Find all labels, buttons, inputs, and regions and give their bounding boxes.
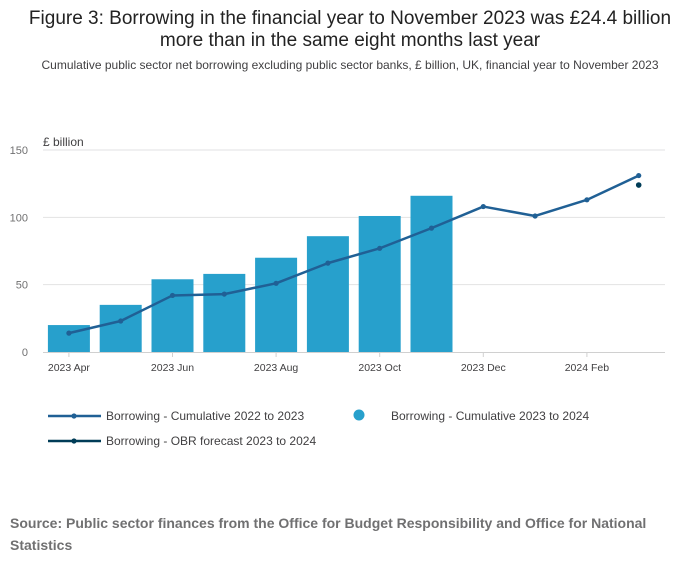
legend-item: Borrowing - OBR forecast 2023 to 2024 — [48, 434, 316, 448]
y-tick-label: 150 — [10, 145, 28, 157]
legend-label: Borrowing - Cumulative 2022 to 2023 — [106, 409, 304, 423]
borrowing-chart: 0 50 100 150 £ billion 2023 Apr 2023 Jun 2023 A… — [10, 135, 665, 448]
x-tick-label: 2023 Jun — [151, 362, 194, 374]
bar — [358, 215, 401, 352]
bar — [99, 304, 142, 352]
x-tick-label: 2023 Apr — [48, 362, 91, 374]
line-point — [480, 203, 486, 210]
x-tick-label: 2024 Feb — [565, 362, 610, 374]
bar — [410, 195, 453, 352]
bar — [151, 279, 194, 352]
x-tick-label: 2023 Dec — [461, 362, 506, 374]
legend-swatch-point — [71, 438, 77, 444]
legend-swatch-dot — [353, 409, 365, 421]
line-point — [636, 172, 642, 179]
y-tick-label: 0 — [22, 347, 28, 359]
source-note: Source: Public sector finances from the … — [10, 515, 647, 553]
line-point — [169, 292, 176, 299]
y-tick-label: 50 — [16, 280, 28, 292]
line-point — [532, 213, 538, 219]
line-point — [273, 280, 279, 286]
line-point — [66, 330, 72, 336]
legend-swatch-point — [71, 413, 77, 419]
line-point — [428, 225, 435, 231]
line-point — [377, 245, 383, 251]
chart-title: Figure 3: Borrowing in the financial yea… — [28, 8, 672, 51]
legend-label: Borrowing - Cumulative 2023 to 2024 — [391, 409, 589, 423]
x-tick-label: 2023 Oct — [358, 362, 401, 374]
bar — [203, 273, 246, 352]
y-axis-label: £ billion — [43, 135, 84, 149]
chart-subtitle: Cumulative public sector net borrowing e… — [41, 58, 659, 72]
line-point — [584, 197, 590, 203]
x-tick-label: 2023 Aug — [254, 362, 299, 374]
forecast-point — [635, 182, 642, 188]
line-point — [221, 291, 227, 297]
legend-label: Borrowing - OBR forecast 2023 to 2024 — [106, 434, 316, 448]
y-tick-label: 100 — [10, 212, 28, 224]
line-series-2022-23 — [67, 174, 640, 335]
legend-item: Borrowing - Cumulative 2022 to 2023 — [48, 409, 304, 423]
bar — [306, 236, 349, 352]
line-point — [325, 260, 331, 266]
legend-item: Borrowing - Cumulative 2023 to 2024 — [353, 409, 589, 423]
line-point — [118, 318, 124, 324]
bar — [255, 257, 298, 352]
